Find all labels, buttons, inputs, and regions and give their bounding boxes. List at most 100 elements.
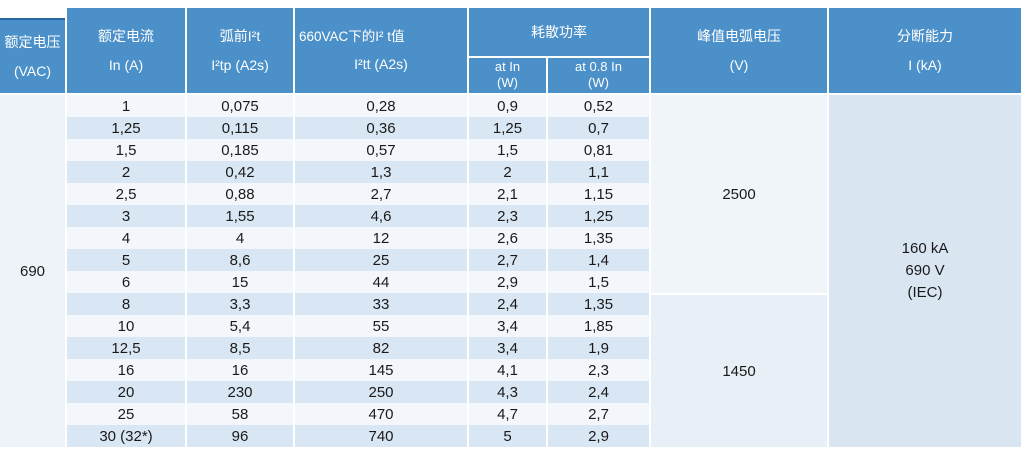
cell-power-at-08in: 0,81 (548, 139, 649, 161)
header-power-at-in: at In (W) (469, 56, 546, 95)
cell-prearc-i2t: 5,4 (187, 315, 293, 337)
cell-power-at-in: 3,4 (469, 337, 546, 359)
cell-i2t-660vac: 1,3 (295, 161, 467, 183)
peak-arc-voltage-group-2: 1450 (651, 293, 827, 447)
cell-power-at-in: 2,4 (469, 293, 546, 315)
cell-i2t-660vac: 2,7 (295, 183, 467, 205)
cell-i2t-660vac: 4,6 (295, 205, 467, 227)
cell-rated-current: 1,25 (67, 117, 185, 139)
cell-power-at-in: 4,3 (469, 381, 546, 403)
cell-i2t-660vac: 250 (295, 381, 467, 403)
cell-power-at-08in: 2,7 (548, 403, 649, 425)
cell-power-at-in: 1,25 (469, 117, 546, 139)
cell-prearc-i2t: 8,5 (187, 337, 293, 359)
cell-prearc-i2t: 0,115 (187, 117, 293, 139)
breaking-capacity-line2: 690 V (905, 262, 945, 280)
cell-rated-current: 20 (67, 381, 185, 403)
cell-power-at-08in: 2,4 (548, 381, 649, 403)
cell-i2t-660vac: 55 (295, 315, 467, 337)
cell-power-at-in: 4,7 (469, 403, 546, 425)
header-rated-voltage-title: 额定电压 (4, 33, 61, 50)
cell-rated-current: 10 (67, 315, 185, 337)
cell-prearc-i2t: 58 (187, 403, 293, 425)
header-breaking-capacity-unit: I (kA) (908, 57, 942, 73)
header-peak-arc-voltage: 峰值电弧电压 (V) (651, 8, 827, 95)
cell-i2t-660vac: 12 (295, 227, 467, 249)
header-i2t-660vac-title: 660VAC下的I² t值 (299, 29, 405, 45)
cell-power-at-08in: 1,35 (548, 227, 649, 249)
cell-rated-current: 1,5 (67, 139, 185, 161)
cell-rated-current: 8 (67, 293, 185, 315)
cell-prearc-i2t: 230 (187, 381, 293, 403)
cell-i2t-660vac: 740 (295, 425, 467, 447)
cell-prearc-i2t: 15 (187, 271, 293, 293)
cell-power-at-08in: 0,7 (548, 117, 649, 139)
cell-i2t-660vac: 33 (295, 293, 467, 315)
cell-prearc-i2t: 0,42 (187, 161, 293, 183)
header-prearc-i2t-title: 弧前I²t (219, 27, 261, 44)
cell-power-at-08in: 0,52 (548, 95, 649, 117)
header-peak-arc-voltage-unit: (V) (729, 57, 749, 73)
cell-rated-current: 12,5 (67, 337, 185, 359)
fuse-spec-table: 额定电压 (VAC) 额定电流 In (A) 弧前I²t I²tp (A2s) … (0, 8, 1021, 447)
cell-prearc-i2t: 0,88 (187, 183, 293, 205)
cell-rated-current: 16 (67, 359, 185, 381)
cell-i2t-660vac: 0,28 (295, 95, 467, 117)
cell-rated-current: 3 (67, 205, 185, 227)
header-rated-current-title: 额定电流 (98, 27, 154, 44)
header-rated-voltage: 额定电压 (VAC) (0, 18, 65, 95)
cell-power-at-in: 3,4 (469, 315, 546, 337)
header-power-at-in-title: at In (494, 59, 521, 75)
cell-prearc-i2t: 8,6 (187, 249, 293, 271)
cell-power-at-08in: 1,1 (548, 161, 649, 183)
cell-rated-current: 6 (67, 271, 185, 293)
header-power-at-08in-title: at 0.8 In (575, 59, 622, 75)
breaking-capacity-line1: 160 kA (901, 240, 949, 258)
header-breaking-capacity: 分断能力 I (kA) (829, 8, 1021, 95)
header-power-dissipation: 耗散功率 (469, 8, 649, 56)
cell-prearc-i2t: 4 (187, 227, 293, 249)
cell-i2t-660vac: 470 (295, 403, 467, 425)
header-i2t-660vac-unit: I²tt (A2s) (354, 55, 408, 72)
cell-power-at-in: 2,7 (469, 249, 546, 271)
cell-prearc-i2t: 96 (187, 425, 293, 447)
cell-power-at-in: 5 (469, 425, 546, 447)
cell-power-at-in: 2,3 (469, 205, 546, 227)
cell-prearc-i2t: 3,3 (187, 293, 293, 315)
cell-power-at-08in: 2,3 (548, 359, 649, 381)
cell-power-at-in: 2,6 (469, 227, 546, 249)
cell-rated-current: 4 (67, 227, 185, 249)
header-breaking-capacity-title: 分断能力 (897, 27, 953, 44)
header-peak-arc-voltage-title: 峰值电弧电压 (697, 27, 781, 44)
rated-voltage-value: 690 (0, 95, 65, 447)
cell-i2t-660vac: 44 (295, 271, 467, 293)
cell-i2t-660vac: 0,57 (295, 139, 467, 161)
cell-power-at-08in: 1,35 (548, 293, 649, 315)
cell-prearc-i2t: 16 (187, 359, 293, 381)
cell-power-at-in: 2,9 (469, 271, 546, 293)
cell-power-at-08in: 1,85 (548, 315, 649, 337)
header-prearc-i2t: 弧前I²t I²tp (A2s) (187, 8, 293, 95)
cell-power-at-in: 0,9 (469, 95, 546, 117)
cell-rated-current: 30 (32*) (67, 425, 185, 447)
cell-i2t-660vac: 82 (295, 337, 467, 359)
header-rated-voltage-unit: (VAC) (13, 63, 52, 80)
cell-power-at-in: 2,1 (469, 183, 546, 205)
cell-prearc-i2t: 0,075 (187, 95, 293, 117)
header-power-at-in-unit: (W) (497, 75, 518, 90)
header-prearc-i2t-unit: I²tp (A2s) (211, 57, 269, 73)
cell-power-at-08in: 1,15 (548, 183, 649, 205)
cell-rated-current: 2,5 (67, 183, 185, 205)
breaking-capacity-value: 160 kA 690 V (IEC) (829, 95, 1021, 447)
cell-power-at-in: 4,1 (469, 359, 546, 381)
cell-rated-current: 1 (67, 95, 185, 117)
header-power-dissipation-title: 耗散功率 (531, 23, 587, 40)
cell-power-at-08in: 1,25 (548, 205, 649, 227)
cell-power-at-08in: 1,4 (548, 249, 649, 271)
cell-rated-current: 2 (67, 161, 185, 183)
cell-power-at-08in: 2,9 (548, 425, 649, 447)
header-rated-current-unit: In (A) (108, 57, 144, 73)
cell-i2t-660vac: 145 (295, 359, 467, 381)
header-rated-current: 额定电流 In (A) (67, 8, 185, 95)
cell-rated-current: 5 (67, 249, 185, 271)
